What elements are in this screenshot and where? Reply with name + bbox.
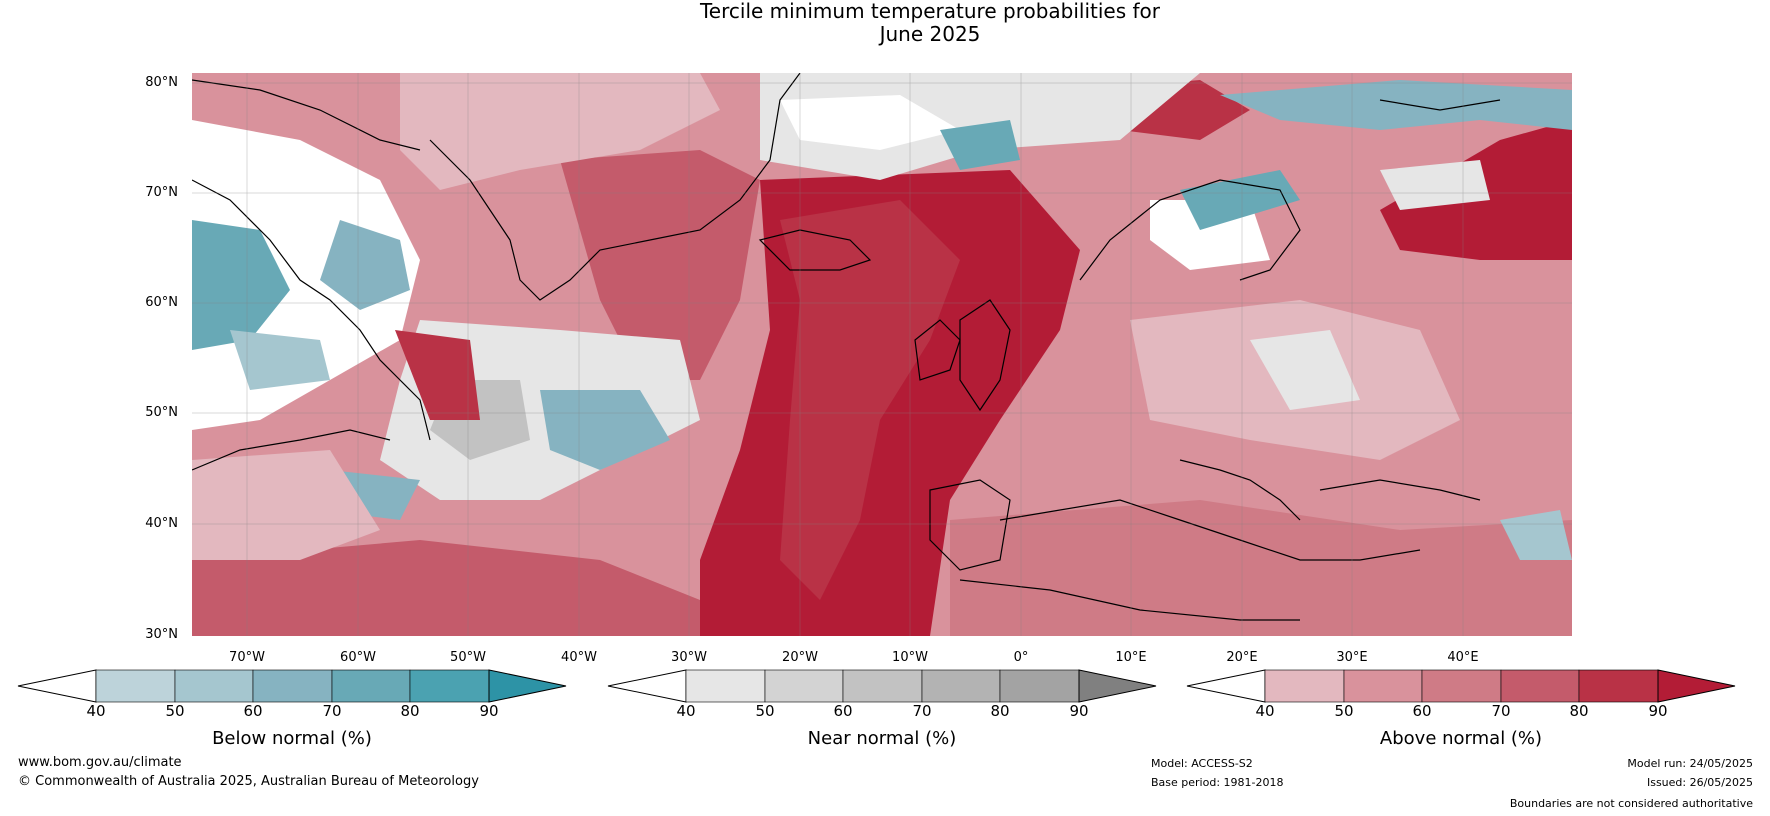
colorbar-above-tick-90: 90 [1648, 702, 1668, 720]
lon-label-30e: 30°E [1336, 650, 1368, 665]
colorbar-below-segment-5 [409, 669, 490, 703]
colorbar-above [1186, 669, 1736, 703]
colorbar-above-tick-60: 60 [1412, 702, 1432, 720]
colorbar-near-tick-70: 70 [912, 702, 932, 720]
near-normal-europe [1250, 330, 1360, 410]
colorbar-below [17, 669, 567, 703]
colorbar-above-lower-arrow [1186, 669, 1266, 703]
greenland-area [400, 73, 720, 190]
colorbar-above-tick-50: 50 [1334, 702, 1354, 720]
below-normal-atlantic [540, 390, 670, 470]
colorbar-near-segment-5 [999, 669, 1080, 703]
colorbar-below-tick-60: 60 [243, 702, 263, 720]
footer-copyright: © Commonwealth of Australia 2025, Austra… [18, 774, 479, 789]
colorbar-below-tick-50: 50 [165, 702, 185, 720]
lon-label-10w: 10°W [892, 650, 928, 665]
above-normal-south [192, 540, 700, 636]
chart-title: Tercile minimum temperature probabilitie… [0, 0, 1770, 46]
footer-website: www.bom.gov.au/climate [18, 755, 182, 770]
lat-label-80n: 80°N [145, 75, 178, 90]
colorbar-below-label: Below normal (%) [212, 728, 372, 749]
colorbar-near-tick-40: 40 [676, 702, 696, 720]
colorbar-below-tick-90: 90 [479, 702, 499, 720]
colorbar-near-segment-1 [685, 669, 766, 703]
above-normal-band [560, 150, 760, 380]
lon-label-40e: 40°E [1447, 650, 1479, 665]
footer-model: Model: ACCESS-S2 [1151, 757, 1253, 770]
coastlines [192, 73, 1501, 621]
colorbar-near [607, 669, 1157, 703]
below-normal-canada-2 [230, 330, 330, 390]
colorbar-below-upper-arrow [488, 669, 567, 703]
colorbar-above-tick-70: 70 [1491, 702, 1511, 720]
lon-label-60w: 60°W [340, 650, 376, 665]
map-field [192, 73, 1572, 636]
colorbar-near-segment-2 [764, 669, 844, 703]
colorbar-near-segment-3 [842, 669, 923, 703]
lat-label-30n: 30°N [145, 627, 178, 642]
colorbar-near-label: Near normal (%) [807, 728, 957, 749]
below-normal-arctic [1220, 80, 1572, 130]
colorbar-above-upper-arrow [1657, 669, 1736, 703]
near-normal-russia [1380, 160, 1490, 210]
lon-label-40w: 40°W [561, 650, 597, 665]
title-line-1: Tercile minimum temperature probabilitie… [699, 0, 1161, 23]
colorbar-above-label: Above normal (%) [1379, 728, 1543, 749]
colorbar-above-segment-2 [1343, 669, 1423, 703]
lon-label-50w: 50°W [450, 650, 486, 665]
above-normal-us-east [192, 450, 380, 560]
footer-base-period: Base period: 1981-2018 [1151, 776, 1284, 789]
colorbar-above-segment-4 [1500, 669, 1580, 703]
colorbar-below-segment-1 [95, 669, 176, 703]
colorbar-below-lower-arrow [17, 669, 97, 703]
footer-disclaimer: Boundaries are not considered authoritat… [1509, 797, 1753, 810]
lon-label-10e: 10°E [1115, 650, 1147, 665]
below-normal-caspian [1500, 510, 1572, 560]
colorbar-near-tick-50: 50 [755, 702, 775, 720]
colorbar-below-segment-3 [252, 669, 333, 703]
colorbar-above-segment-3 [1421, 669, 1502, 703]
below-normal-norway [1180, 170, 1300, 230]
below-normal-labrador [320, 220, 410, 310]
below-normal-canada [192, 220, 290, 350]
colorbar-below-tick-80: 80 [400, 702, 420, 720]
colorbar-near-segment-4 [921, 669, 1001, 703]
lon-label-0: 0° [1013, 650, 1029, 665]
lon-label-20e: 20°E [1226, 650, 1258, 665]
colorbar-above-tick-80: 80 [1569, 702, 1589, 720]
colorbar-below-tick-70: 70 [322, 702, 342, 720]
lat-label-70n: 70°N [145, 185, 178, 200]
colorbar-near-upper-arrow [1078, 669, 1157, 703]
colorbar-above-segment-5 [1578, 669, 1659, 703]
colorbar-below-tick-40: 40 [86, 702, 106, 720]
lat-label-50n: 50°N [145, 405, 178, 420]
title-line-2: June 2025 [879, 22, 981, 46]
above-normal-newfoundland [395, 330, 480, 420]
colorbar-near-lower-arrow [607, 669, 687, 703]
lat-label-60n: 60°N [145, 295, 178, 310]
white-arctic-patch [780, 95, 960, 150]
lon-label-30w: 30°W [671, 650, 707, 665]
colorbar-below-segment-2 [174, 669, 254, 703]
graticule [192, 73, 1572, 636]
colorbar-above-segment-1 [1264, 669, 1345, 703]
footer-model-run: Model run: 24/05/2025 [1627, 757, 1753, 770]
lon-label-70w: 70°W [229, 650, 265, 665]
colorbar-above-tick-40: 40 [1255, 702, 1275, 720]
lat-label-40n: 40°N [145, 516, 178, 531]
above-normal-core-2 [780, 200, 960, 600]
colorbar-near-tick-90: 90 [1069, 702, 1089, 720]
colorbar-near-tick-80: 80 [990, 702, 1010, 720]
footer-issued: Issued: 26/05/2025 [1646, 776, 1753, 789]
below-normal-arctic-2 [940, 120, 1020, 170]
lon-label-20w: 20°W [782, 650, 818, 665]
colorbar-near-tick-60: 60 [833, 702, 853, 720]
colorbar-below-segment-4 [331, 669, 411, 703]
